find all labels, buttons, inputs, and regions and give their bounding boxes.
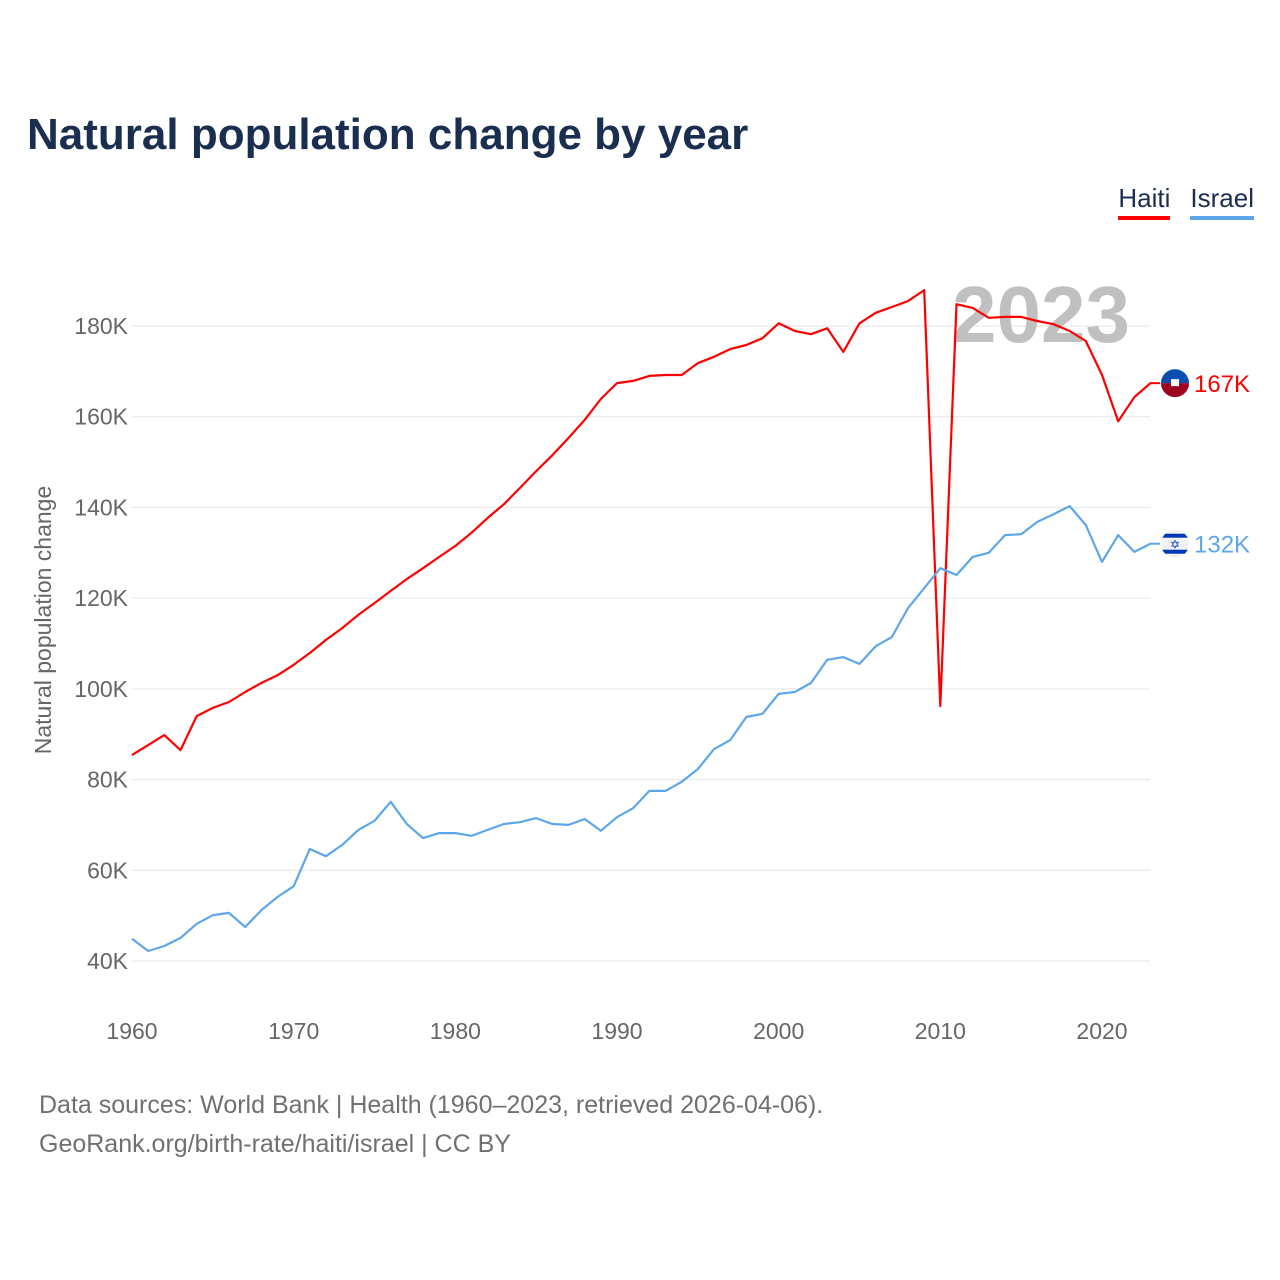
y-tick-label: 140K: [74, 494, 128, 520]
flag-emblem: [1171, 379, 1179, 387]
flag-stripe: [1161, 549, 1189, 554]
legend-item-haiti[interactable]: Haiti: [1118, 183, 1171, 220]
legend: Haiti Israel: [1118, 183, 1254, 220]
x-tick-label: 2020: [1076, 1018, 1127, 1044]
y-tick-label: 180K: [74, 313, 128, 339]
israel-flag-icon: ✡: [1161, 529, 1189, 558]
y-tick-label: 160K: [74, 404, 128, 430]
x-tick-label: 1990: [591, 1018, 642, 1044]
x-tick-label: 1960: [106, 1018, 157, 1044]
flag-stripe: [1161, 533, 1189, 538]
series-line-haiti: [131, 289, 1152, 757]
haiti-flag-icon: [1161, 369, 1189, 398]
series-line-israel: [131, 505, 1151, 953]
y-tick-label: 100K: [74, 676, 128, 702]
end-value-label: 132K: [1194, 532, 1250, 559]
x-tick-label: 2010: [915, 1018, 966, 1044]
flag-stripe: [1161, 383, 1189, 398]
chart-title: Natural population change by year: [27, 110, 749, 159]
x-tick-label: 2000: [753, 1018, 804, 1044]
flag-stripe: [1161, 369, 1189, 384]
y-tick-label: 120K: [74, 585, 128, 611]
star-of-david: ✡: [1170, 538, 1180, 552]
x-tick-label: 1970: [268, 1018, 319, 1044]
data-source-text: Data sources: World Bank | Health (1960–…: [39, 1091, 824, 1119]
y-tick-label: 60K: [87, 857, 129, 883]
attribution-link[interactable]: GeoRank.org/birth-rate/haiti/israel | CC…: [39, 1130, 511, 1158]
legend-item-israel[interactable]: Israel: [1190, 183, 1254, 220]
y-tick-label: 40K: [87, 948, 129, 974]
end-value-label: 167K: [1194, 371, 1250, 398]
y-axis-label: Natural population change: [30, 486, 56, 755]
year-annotation: 2023: [952, 270, 1130, 359]
x-tick-label: 1980: [430, 1018, 481, 1044]
footer: Data sources: World Bank | Health (1960–…: [39, 1086, 823, 1164]
y-tick-label: 80K: [87, 767, 129, 793]
